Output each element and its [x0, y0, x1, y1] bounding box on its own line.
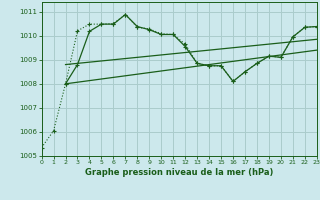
X-axis label: Graphe pression niveau de la mer (hPa): Graphe pression niveau de la mer (hPa)	[85, 168, 273, 177]
